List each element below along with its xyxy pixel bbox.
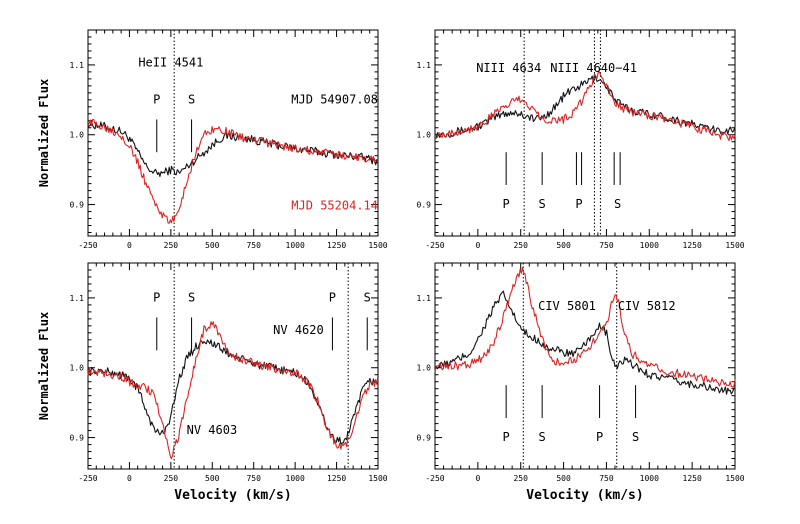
x-tick-label: 750 (599, 474, 614, 483)
series-line-red (434, 71, 736, 142)
plot-frame (87, 262, 379, 470)
annotation: MJD 54907.08 (291, 92, 378, 106)
annotation: S (632, 430, 639, 444)
annotation: NIII 4634 (476, 61, 541, 75)
x-tick-label: 500 (205, 241, 220, 250)
annotation: CIV 5812 (618, 299, 676, 313)
annotation: NV 4603 (187, 423, 238, 437)
y-tick-label: 1.1 (417, 61, 432, 70)
annotation: S (539, 197, 546, 211)
annotation: S (188, 92, 195, 106)
x-tick-label: 500 (556, 474, 571, 483)
y-tick-label: 1.0 (70, 364, 85, 373)
annotation: P (153, 290, 160, 304)
x-tick-label: -250 (78, 474, 97, 483)
annotation: HeII 4541 (138, 55, 203, 69)
annotation: S (539, 430, 546, 444)
annotation: NV 4620 (273, 323, 324, 337)
y-tick-label: 1.0 (417, 364, 432, 373)
annotation: S (188, 290, 195, 304)
x-tick-label: 1500 (368, 474, 387, 483)
x-tick-label: 250 (513, 474, 528, 483)
x-tick-label: 1250 (327, 474, 346, 483)
x-tick-label: 0 (475, 474, 480, 483)
plot-frame (434, 29, 736, 237)
x-tick-label: 1500 (725, 474, 744, 483)
x-tick-label: 250 (513, 241, 528, 250)
annotation: P (503, 430, 510, 444)
x-tick-label: -250 (425, 241, 444, 250)
x-axis-label: Velocity (km/s) (526, 488, 643, 503)
plot-frame (434, 262, 736, 470)
annotation: CIV 5801 (538, 299, 596, 313)
annotation: P (153, 92, 160, 106)
panel-bottom-left: -250 0 250 500 750 1000 1250 1500 0.9 1.0 1.1 Norma… (37, 262, 388, 503)
x-axis-label: Velocity (km/s) (174, 488, 291, 503)
y-tick-label: 1.1 (417, 294, 432, 303)
panel-top-right: -250 0 250 500 750 1000 1250 1500 0.9 1.0 1.1 NIII … (417, 29, 745, 250)
y-axis-label: Normalized Flux (37, 79, 51, 187)
x-tick-label: 1250 (327, 241, 346, 250)
annotation: S (614, 197, 621, 211)
y-tick-label: 0.9 (70, 201, 85, 210)
annotation: S (364, 290, 371, 304)
x-tick-label: 1000 (640, 241, 659, 250)
x-tick-label: -250 (78, 241, 97, 250)
x-tick-label: 0 (127, 241, 132, 250)
x-tick-label: 1500 (725, 241, 744, 250)
x-tick-label: 1250 (683, 241, 702, 250)
y-tick-label: 1.1 (70, 294, 85, 303)
annotation: P (329, 290, 336, 304)
x-tick-label: 1000 (640, 474, 659, 483)
x-tick-label: 500 (556, 241, 571, 250)
panel-bottom-right: -250 0 250 500 750 1000 1250 1500 0.9 1.0 1.1 Veloc… (417, 262, 745, 503)
panel-top-left: -250 0 250 500 750 1000 1250 1500 0.9 1.0 1.1 Norma… (37, 29, 388, 250)
y-tick-label: 1.1 (70, 61, 85, 70)
x-tick-label: 500 (205, 474, 220, 483)
x-tick-label: 1000 (286, 474, 305, 483)
x-tick-label: 0 (475, 241, 480, 250)
x-tick-label: 250 (164, 241, 179, 250)
annotation: P (503, 197, 510, 211)
plot-frame (87, 29, 379, 237)
y-tick-label: 0.9 (417, 201, 432, 210)
x-tick-label: 1000 (286, 241, 305, 250)
y-tick-label: 0.9 (417, 434, 432, 443)
y-tick-label: 1.0 (70, 131, 85, 140)
series-line-black (434, 74, 736, 140)
annotation: MJD 55204.14 (291, 198, 378, 212)
x-tick-label: 1500 (368, 241, 387, 250)
annotation: P (596, 430, 603, 444)
x-tick-label: 0 (127, 474, 132, 483)
y-axis-label: Normalized Flux (37, 312, 51, 420)
annotation: P (575, 197, 582, 211)
x-tick-label: 250 (164, 474, 179, 483)
y-tick-label: 0.9 (70, 434, 85, 443)
annotation: NIII 4640−41 (550, 61, 637, 75)
y-tick-label: 1.0 (417, 131, 432, 140)
x-tick-label: 750 (599, 241, 614, 250)
x-tick-label: 750 (246, 474, 261, 483)
x-tick-label: -250 (425, 474, 444, 483)
series-line-red (434, 266, 736, 388)
series-line-black (434, 290, 736, 395)
x-tick-label: 750 (246, 241, 261, 250)
series-line-red (87, 321, 379, 460)
series-line-red (87, 119, 379, 224)
x-tick-label: 1250 (683, 474, 702, 483)
